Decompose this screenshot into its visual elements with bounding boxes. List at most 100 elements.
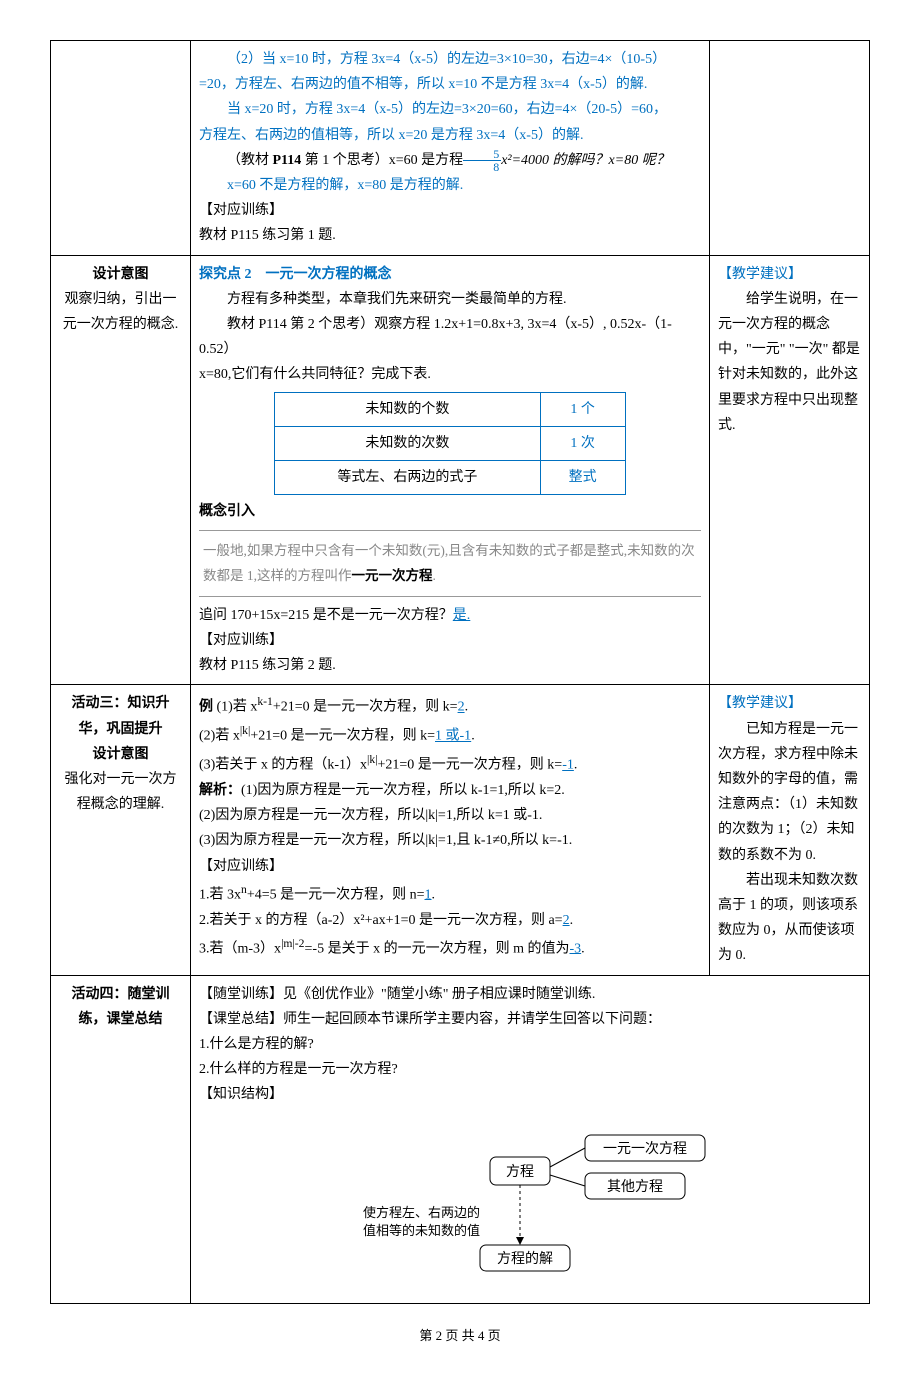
structure-label: 【知识结构】 — [199, 1082, 861, 1107]
page-ref: P114 — [273, 153, 302, 168]
para: 教材 P114 第 2 个思考）观察方程 1.2x+1=0.8x+3, 3x=4… — [199, 312, 701, 362]
content-cell-2: 探究点 2 一元一次方程的概念 方程有多种类型，本章我们先来研究一类最简单的方程… — [191, 255, 710, 685]
thinking-question: （教材 P114 第 1 个思考）x=60 是方程58x²=4000 的解吗？x… — [199, 148, 701, 173]
text: +21=0 是一元一次方程，则 k= — [273, 700, 458, 715]
text: 1.若 3x — [199, 887, 241, 902]
feature-value: 1 次 — [540, 426, 625, 460]
node-label: 方程 — [506, 1164, 534, 1180]
left-cell-empty — [51, 41, 191, 256]
answer-text: 是. — [453, 608, 471, 623]
solution-line: =20，方程左、右两边的值不相等，所以 x=10 不是方程 3x=4（x-5）的… — [199, 72, 701, 97]
edge-label: 值相等的未知数的值 — [363, 1223, 480, 1238]
text: (1)若 x — [217, 700, 258, 715]
denominator: 8 — [463, 161, 501, 173]
example-line: 例 (1)若 xk-1+21=0 是一元一次方程，则 k=2. — [199, 691, 701, 720]
training-label: 【对应训练】 — [199, 198, 701, 223]
answer: x=60 不是方程的解，x=80 是方程的解. — [199, 173, 701, 198]
fraction: 58 — [463, 148, 501, 173]
knowledge-structure-diagram: 方程 一元一次方程 其他方程 使方程左、右两边的 值相等的未知数的值 方程的解 — [199, 1107, 861, 1296]
answer: -1 — [562, 758, 574, 773]
answer: 2 — [458, 700, 465, 715]
section-heading: 探究点 2 一元一次方程的概念 — [199, 262, 701, 287]
intent-desc: 强化对一元一次方程概念的理解. — [59, 767, 182, 817]
teaching-advice-cell: 【教学建议】 给学生说明，在一元一次方程的概念中，"一元" "一次" 都是针对未… — [710, 255, 870, 685]
content-cell-4: 【随堂训练】见《创优作业》"随堂小练" 册子相应课时随堂训练. 【课堂总结】师生… — [191, 975, 870, 1303]
feature-value: 整式 — [540, 460, 625, 494]
node-label: 一元一次方程 — [603, 1141, 687, 1157]
page-footer: 第 2 页 共 4 页 — [50, 1324, 870, 1347]
content-cell-3: 例 (1)若 xk-1+21=0 是一元一次方程，则 k=2. (2)若 x|k… — [191, 685, 710, 975]
answer: 2 — [563, 913, 570, 928]
answer: 1 — [425, 887, 432, 902]
intent-label: 设计意图 — [59, 742, 182, 767]
design-intent-cell: 设计意图 观察归纳，引出一元一次方程的概念. — [51, 255, 191, 685]
flowchart-svg: 方程 一元一次方程 其他方程 使方程左、右两边的 值相等的未知数的值 方程的解 — [330, 1117, 730, 1277]
text: +21=0 是一元一次方程，则 k= — [250, 729, 435, 744]
advice-text: 若出现未知数次数高于 1 的项，则该项系数应为 0，从而使该项为 0. — [718, 868, 861, 969]
training-ref: 教材 P115 练习第 1 题. — [199, 223, 701, 248]
text: x²=4000 的解吗？x=80 呢？ — [501, 153, 670, 168]
text: +4=5 是一元一次方程，则 n= — [247, 887, 425, 902]
text: +21=0 是一元一次方程，则 k= — [378, 758, 563, 773]
feature-label: 未知数的个数 — [275, 392, 540, 426]
text: (1)因为原方程是一元一次方程，所以 k-1=1,所以 k=2. — [241, 783, 565, 798]
question: 2.什么样的方程是一元一次方程? — [199, 1057, 861, 1082]
edge-label: 使方程左、右两边的 — [363, 1205, 480, 1220]
lesson-plan-table: （2）当 x=10 时，方程 3x=4（x-5）的左边=3×10=30，右边=4… — [50, 40, 870, 1304]
text: . — [471, 729, 475, 744]
concept-term: 一元一次方程 — [352, 568, 433, 583]
para: 【随堂训练】见《创优作业》"随堂小练" 册子相应课时随堂训练. — [199, 982, 861, 1007]
feature-row: 未知数的次数 1 次 — [275, 426, 625, 460]
advice-text: 给学生说明，在一元一次方程的概念中，"一元" "一次" 都是针对未知数的，此外这… — [718, 287, 861, 438]
para: 【课堂总结】师生一起回顾本节课所学主要内容，并请学生回答以下问题： — [199, 1007, 861, 1032]
text: 2.若关于 x 的方程（a-2）x²+ax+1=0 是一元一次方程，则 a= — [199, 913, 563, 928]
table-row: 活动三：知识升华，巩固提升 设计意图 强化对一元一次方程概念的理解. 例 (1)… — [51, 685, 870, 975]
text: . — [432, 887, 436, 902]
training-label: 【对应训练】 — [199, 854, 701, 879]
text: . — [581, 941, 585, 956]
advice-title: 【教学建议】 — [718, 691, 861, 716]
node-label: 其他方程 — [607, 1179, 663, 1195]
superscript: |k| — [367, 753, 378, 766]
answer: -3 — [569, 941, 581, 956]
feature-row: 等式左、右两边的式子 整式 — [275, 460, 625, 494]
feature-label: 未知数的次数 — [275, 426, 540, 460]
para: 方程有多种类型，本章我们先来研究一类最简单的方程. — [199, 287, 701, 312]
text: 第 1 个思考）x=60 是方程 — [301, 153, 463, 168]
text: 3.若（m-3）x — [199, 941, 281, 956]
text: . — [570, 913, 574, 928]
intent-desc: 观察归纳，引出一元一次方程的概念. — [59, 287, 182, 337]
feature-value: 1 个 — [540, 392, 625, 426]
text: (3)若关于 x 的方程（k-1）x — [199, 758, 367, 773]
analysis-label: 解析： — [199, 783, 241, 798]
solution-line: 方程左、右两边的值相等，所以 x=20 是方程 3x=4（x-5）的解. — [199, 123, 701, 148]
training-ref: 教材 P115 练习第 2 题. — [199, 653, 701, 678]
right-cell-empty — [710, 41, 870, 256]
question: 1.什么是方程的解? — [199, 1032, 861, 1057]
section-label: 设计意图 — [59, 262, 182, 287]
table-row: （2）当 x=10 时，方程 3x=4（x-5）的左边=3×10=30，右边=4… — [51, 41, 870, 256]
text: . — [574, 758, 578, 773]
answer: 1 或-1 — [435, 729, 471, 744]
training-item: 2.若关于 x 的方程（a-2）x²+ax+1=0 是一元一次方程，则 a=2. — [199, 908, 701, 933]
text: . — [433, 568, 436, 583]
concept-text: 一般地,如果方程中只含有一个未知数(元),且含有未知数的式子都是整式,未知数的次… — [203, 543, 695, 582]
analysis-line: (2)因为原方程是一元一次方程，所以|k|=1,所以 k=1 或-1. — [199, 803, 701, 828]
training-label: 【对应训练】 — [199, 628, 701, 653]
concept-title: 概念引入 — [199, 499, 701, 524]
activity-title: 活动三：知识升华，巩固提升 — [59, 691, 182, 741]
solution-line: 当 x=20 时，方程 3x=4（x-5）的左边=3×20=60，右边=4×（2… — [199, 97, 701, 122]
activity-cell: 活动四：随堂训练，课堂总结 — [51, 975, 191, 1303]
teaching-advice-cell: 【教学建议】 已知方程是一元一次方程，求方程中除未知数外的字母的值，需注意两点：… — [710, 685, 870, 975]
node-label: 方程的解 — [497, 1251, 553, 1267]
question-text: 追问 170+15x=215 是不是一元一次方程？ — [199, 608, 453, 623]
training-item: 3.若（m-3）x|m|-2=-5 是关于 x 的一元一次方程，则 m 的值为-… — [199, 933, 701, 962]
advice-text: 已知方程是一元一次方程，求方程中除未知数外的字母的值，需注意两点：（1）未知数的… — [718, 717, 861, 868]
feature-table: 未知数的个数 1 个 未知数的次数 1 次 等式左、右两边的式子 整式 — [274, 392, 625, 496]
text: . — [465, 700, 469, 715]
concept-box: 一般地,如果方程中只含有一个未知数(元),且含有未知数的式子都是整式,未知数的次… — [199, 530, 701, 597]
superscript: k-1 — [257, 695, 273, 708]
example-line: (3)若关于 x 的方程（k-1）x|k|+21=0 是一元一次方程，则 k=-… — [199, 749, 701, 778]
superscript: |k| — [240, 724, 251, 737]
table-row: 活动四：随堂训练，课堂总结 【随堂训练】见《创优作业》"随堂小练" 册子相应课时… — [51, 975, 870, 1303]
